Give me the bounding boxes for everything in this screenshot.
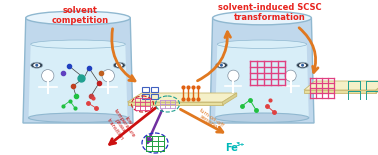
Polygon shape (127, 102, 223, 105)
Bar (141, 94, 149, 99)
Ellipse shape (215, 113, 309, 122)
Ellipse shape (31, 62, 43, 68)
Ellipse shape (113, 62, 125, 68)
Polygon shape (223, 93, 237, 105)
Ellipse shape (215, 62, 228, 68)
Polygon shape (127, 93, 237, 102)
Ellipse shape (301, 64, 304, 67)
FancyArrowPatch shape (197, 32, 231, 81)
Text: low
temperature
phase
transition: low temperature phase transition (104, 105, 140, 145)
Ellipse shape (212, 11, 311, 25)
Polygon shape (215, 44, 309, 118)
Text: 3+: 3+ (236, 142, 246, 146)
Text: turn-on–off
sensing: turn-on–off sensing (195, 107, 225, 133)
Bar (141, 87, 149, 92)
Polygon shape (376, 81, 378, 93)
Ellipse shape (33, 63, 40, 67)
Ellipse shape (218, 63, 225, 67)
Polygon shape (210, 18, 314, 123)
Bar (150, 87, 158, 92)
Ellipse shape (297, 62, 308, 68)
Polygon shape (304, 81, 378, 90)
Ellipse shape (217, 40, 307, 49)
Ellipse shape (118, 64, 121, 67)
Polygon shape (23, 18, 133, 123)
Ellipse shape (35, 64, 38, 67)
Text: Fe: Fe (225, 143, 238, 153)
Ellipse shape (28, 113, 127, 122)
Ellipse shape (26, 11, 130, 25)
Circle shape (228, 70, 239, 81)
Bar (150, 94, 158, 99)
Circle shape (285, 70, 296, 81)
Ellipse shape (220, 64, 223, 67)
FancyArrowPatch shape (299, 28, 318, 72)
Polygon shape (28, 44, 127, 118)
Polygon shape (304, 90, 376, 93)
Text: solvent-induced SCSC
transformation: solvent-induced SCSC transformation (218, 3, 322, 22)
Ellipse shape (31, 40, 125, 49)
Ellipse shape (116, 63, 123, 67)
Text: solvent
competition: solvent competition (51, 6, 108, 25)
FancyArrowPatch shape (112, 29, 135, 81)
Circle shape (42, 70, 54, 82)
Circle shape (102, 70, 115, 82)
Ellipse shape (299, 63, 306, 67)
